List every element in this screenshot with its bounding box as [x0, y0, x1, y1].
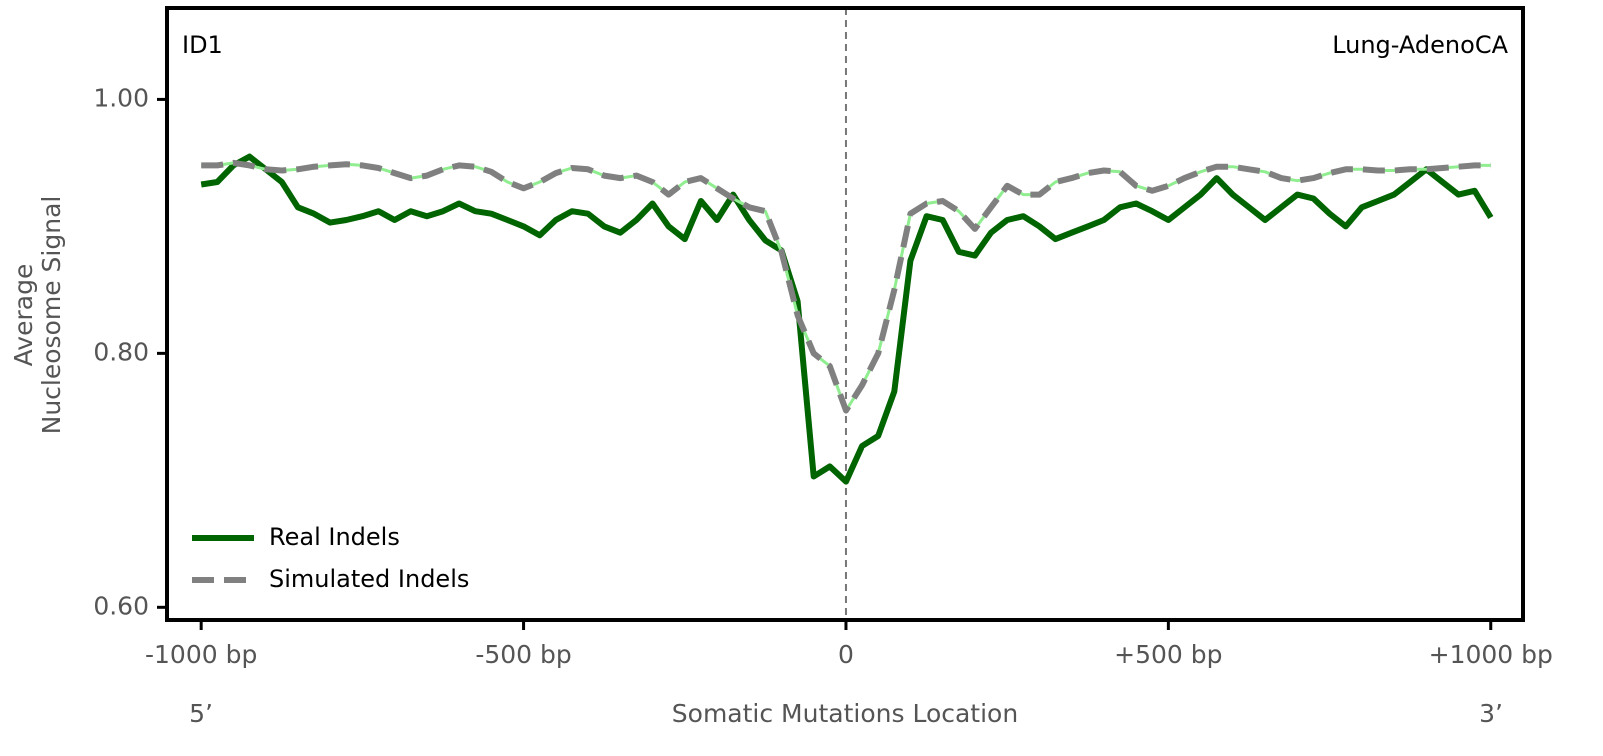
x-tick-label: -1000 bp: [145, 640, 257, 669]
x-tick-label: 0: [838, 640, 854, 669]
y-tick-label: 0.80: [93, 337, 149, 366]
legend-label: Real Indels: [269, 523, 400, 551]
x-tick-label: +500 bp: [1114, 640, 1222, 669]
x-tick-label: -500 bp: [475, 640, 571, 669]
line: [200, 153, 1494, 485]
annotation: ID1: [182, 31, 223, 59]
y-tick-label: 0.60: [93, 591, 149, 620]
legend-label: Simulated Indels: [269, 565, 469, 593]
y-axis-label: Average: [9, 264, 38, 367]
x-tick-label: +1000 bp: [1429, 640, 1553, 669]
x-axis-end-label: 3’: [1479, 699, 1503, 728]
line: [201, 159, 1491, 414]
x-axis-label: Somatic Mutations Location: [672, 699, 1018, 728]
annotation: Lung-AdenoCA: [1332, 31, 1508, 59]
x-axis-end-label: 5’: [189, 699, 213, 728]
y-axis-label: Nucleosome Signal: [37, 196, 66, 435]
y-tick-label: 1.00: [93, 83, 149, 112]
